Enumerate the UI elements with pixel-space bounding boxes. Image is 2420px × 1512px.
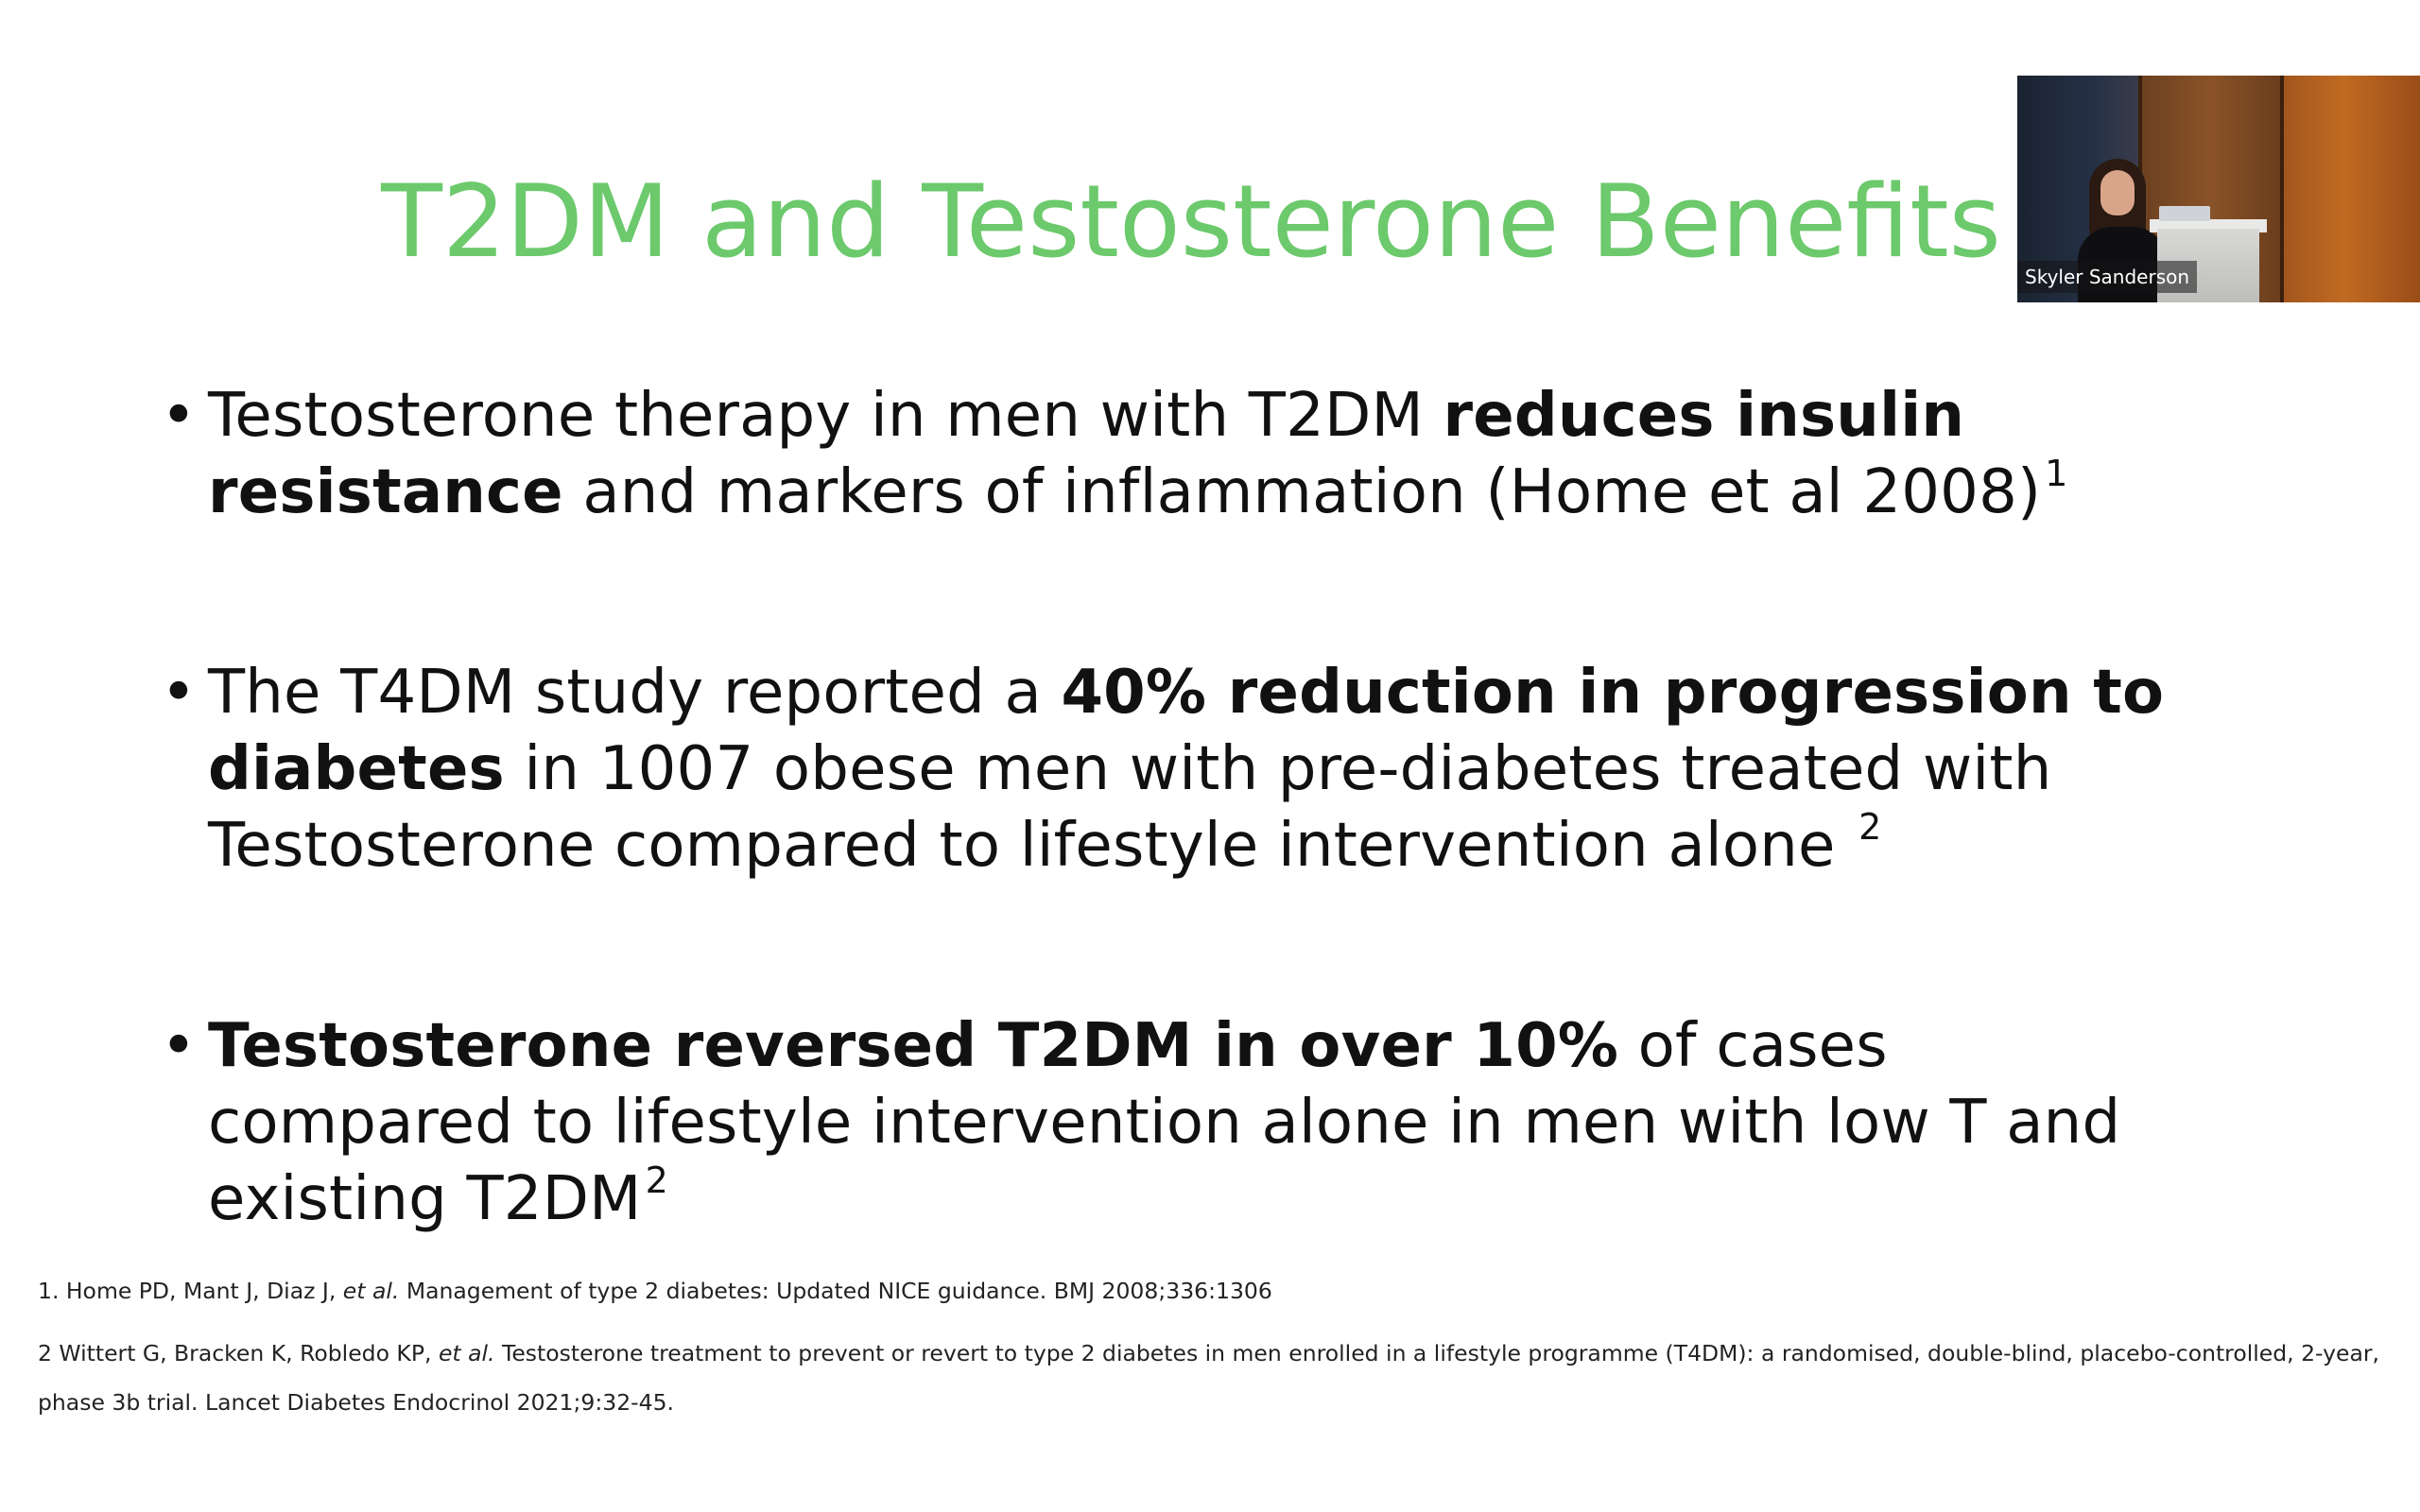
- bullet-bold-text: reduces insulin resistance: [208, 381, 1965, 527]
- bullet-text: Testosterone therapy in men with T2DM: [208, 381, 1443, 451]
- reference-text: 2 Wittert G, Bracken K, Robledo KP,: [38, 1340, 439, 1366]
- speaker-name-label: Skyler Sanderson: [2017, 261, 2198, 293]
- bullet-text: and markers of inflammation (Home et al …: [562, 457, 2042, 527]
- bullet-bold-text: Testosterone reversed T2DM in over 10%: [208, 1011, 1619, 1081]
- bullet-glyph: •: [161, 381, 197, 451]
- bullet-item: • Testosterone reversed T2DM in over 10%…: [161, 1008, 2193, 1238]
- footnote-marker: 1: [2045, 453, 2068, 494]
- bullet-text: The T4DM study reported a: [208, 658, 1062, 728]
- slide-title-text: T2DM and Testosterone Benefits: [381, 163, 2001, 280]
- references: 1. Home PD, Mant J, Diaz J, et al. Manag…: [38, 1266, 2401, 1427]
- bullet-text: of cases compared to lifestyle intervent…: [208, 1011, 2121, 1234]
- bullet-glyph: •: [161, 658, 197, 728]
- laptop: [2159, 206, 2210, 221]
- reference-etal: et al.: [438, 1340, 495, 1366]
- bullet-list: • Testosterone therapy in men with T2DM …: [161, 378, 2193, 1238]
- reference-text: 1. Home PD, Mant J, Diaz J,: [38, 1278, 343, 1304]
- slide-title: T2DM and Testosterone Benefits: [0, 151, 2420, 293]
- bullet-item: • The T4DM study reported a 40% reductio…: [161, 655, 2193, 885]
- bullet-glyph: •: [161, 1011, 197, 1081]
- bullet-bold-text: 40% reduction in progression to diabetes: [208, 658, 2165, 804]
- reference-text: Management of type 2 diabetes: Updated N…: [399, 1278, 1272, 1304]
- reference-etal: et al.: [342, 1278, 400, 1304]
- speaker-figure: [2100, 170, 2135, 215]
- reference-text: Testosterone treatment to prevent or rev…: [38, 1340, 2379, 1416]
- video-background: [2280, 76, 2284, 302]
- footnote-marker: 2: [645, 1160, 668, 1201]
- reference-1: 1. Home PD, Mant J, Diaz J, et al. Manag…: [38, 1266, 2401, 1315]
- footnote-marker: 2: [1858, 806, 1882, 848]
- bullet-text: in 1007 obese men with pre-diabetes trea…: [208, 734, 2052, 881]
- bullet-item: • Testosterone therapy in men with T2DM …: [161, 378, 2193, 531]
- speaker-video-tile[interactable]: Skyler Sanderson: [2017, 76, 2420, 302]
- video-background: [2282, 76, 2420, 302]
- reference-2: 2 Wittert G, Bracken K, Robledo KP, et a…: [38, 1329, 2401, 1427]
